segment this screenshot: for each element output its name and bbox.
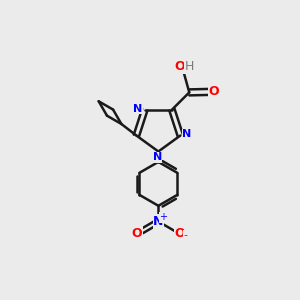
Text: O: O [174, 60, 185, 73]
Text: -: - [183, 230, 187, 240]
Text: +: + [160, 212, 167, 222]
Text: N: N [182, 129, 191, 140]
Text: N: N [153, 152, 162, 162]
Text: O: O [175, 226, 185, 239]
Text: N: N [153, 215, 164, 228]
Text: H: H [184, 60, 194, 73]
Text: O: O [209, 85, 219, 98]
Text: N: N [133, 103, 142, 114]
Text: O: O [131, 226, 142, 239]
